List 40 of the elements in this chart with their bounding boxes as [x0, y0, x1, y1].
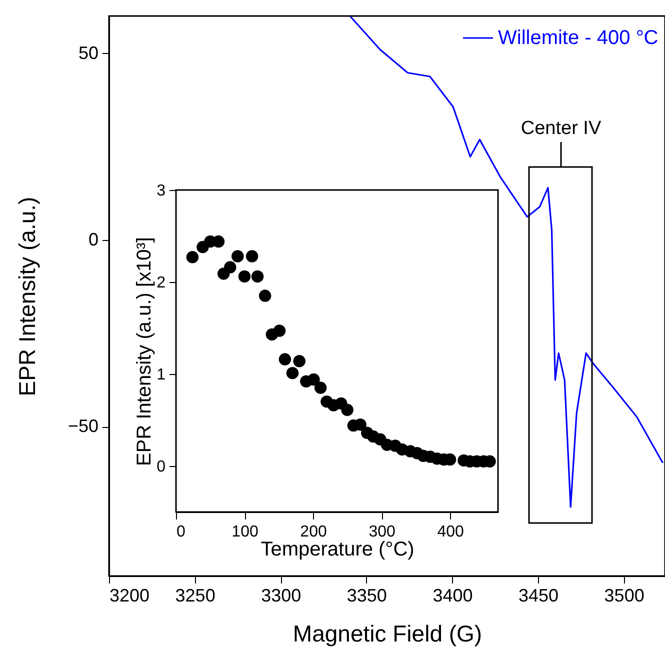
- legend-label: Willemite - 400 °C: [498, 27, 658, 49]
- point: [278, 353, 292, 366]
- point: [224, 261, 236, 274]
- annotation: Center IV: [520, 118, 602, 139]
- y-tick-label: −50: [68, 416, 98, 436]
- y-tick-label: 0: [88, 230, 98, 250]
- point: [186, 251, 199, 264]
- line-series: [349, 16, 664, 508]
- point: [273, 324, 286, 337]
- x-axis-title: Temperature (°C): [260, 538, 414, 560]
- point: [286, 366, 299, 380]
- x-tick-label: 3300: [261, 586, 302, 606]
- y-tick-label: 2: [156, 274, 166, 292]
- x-tick-label: 3500: [604, 586, 644, 606]
- point: [314, 382, 327, 394]
- point: [246, 250, 258, 262]
- y-axis-title: EPR Intensity (a.u.) [x10³]: [134, 237, 156, 466]
- point: [341, 404, 354, 416]
- x-tick-label: 0: [176, 524, 186, 540]
- x-tick-label: 3400: [432, 586, 473, 606]
- point: [308, 373, 320, 386]
- point: [232, 250, 244, 262]
- y-tick-label: 3: [156, 182, 166, 200]
- x-tick-label: 100: [232, 524, 258, 540]
- y-tick-label: 0: [156, 458, 166, 476]
- x-axis-title: Magnetic Field (G): [292, 620, 482, 646]
- x-tick-label: 3450: [518, 586, 559, 606]
- point: [293, 355, 306, 368]
- point: [258, 290, 272, 302]
- y-tick-label: 1: [156, 366, 166, 384]
- point: [251, 270, 264, 283]
- x-tick-label: 300: [368, 524, 396, 540]
- x-tick-label: 3350: [346, 586, 387, 606]
- y-axis-title: EPR Intensity (a.u.): [14, 196, 40, 396]
- point: [238, 270, 251, 283]
- x-tick-label: 3250: [175, 586, 216, 606]
- x-tick-label: 200: [300, 524, 327, 540]
- x-tick-label: 400: [437, 524, 464, 540]
- y-tick-label: 50: [78, 42, 98, 63]
- x-tick-label: 3200: [110, 586, 150, 606]
